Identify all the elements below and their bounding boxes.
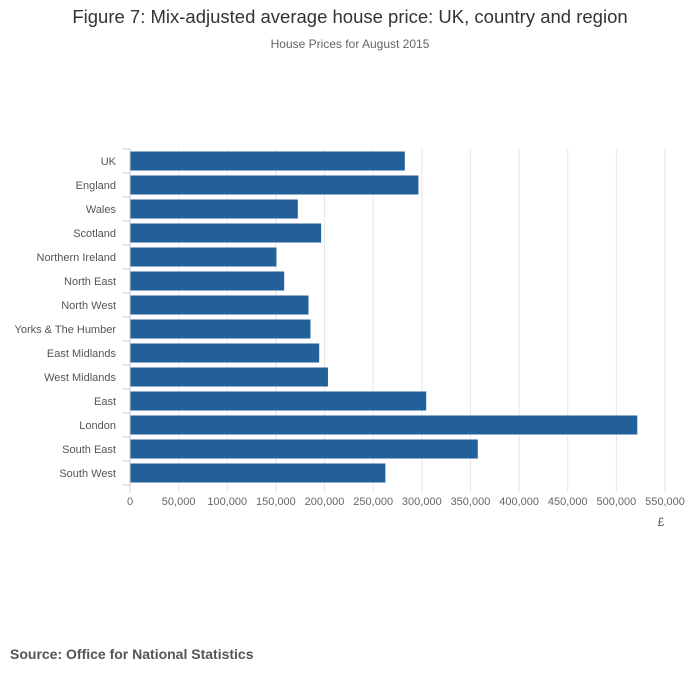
category-label: Yorks & The Humber [15, 324, 117, 336]
category-label: England [76, 180, 116, 192]
x-tick-label: 550,000 [645, 496, 685, 508]
category-label: Wales [86, 204, 117, 216]
category-label: North East [64, 276, 116, 288]
category-label: North West [61, 300, 116, 312]
category-label: West Midlands [44, 372, 116, 384]
x-tick-labels: 0 50,000 100,000 150,000 200,000 250,000 300,0… [127, 496, 685, 508]
category-label: Northern Ireland [37, 252, 117, 264]
bar [130, 223, 322, 243]
x-tick-label: 400,000 [499, 496, 539, 508]
bar [130, 439, 478, 459]
source-note: Source: Office for National Statistics [10, 646, 254, 662]
x-tick-label: 500,000 [596, 496, 636, 508]
x-tick-label: 150,000 [256, 496, 296, 508]
bar [130, 343, 320, 363]
bar [130, 367, 328, 387]
x-axis-label: £ [658, 515, 665, 529]
category-label: South West [59, 468, 116, 480]
bar [130, 295, 309, 315]
category-label: Scotland [73, 228, 116, 240]
bar [130, 199, 298, 219]
bar [130, 415, 638, 435]
chart-subtitle: House Prices for August 2015 [270, 37, 430, 51]
x-tick-label: 100,000 [207, 496, 247, 508]
x-tick-label: 200,000 [305, 496, 345, 508]
bar [130, 391, 427, 411]
category-label: London [79, 420, 116, 432]
x-tick-label: 250,000 [353, 496, 393, 508]
x-tick-label: 300,000 [402, 496, 442, 508]
bar [130, 319, 311, 339]
bar [130, 151, 405, 171]
bar [130, 247, 277, 267]
category-label: East [94, 396, 116, 408]
category-label: South East [62, 444, 116, 456]
x-tick-label: 450,000 [548, 496, 588, 508]
x-tick-label: 50,000 [162, 496, 196, 508]
category-label: East Midlands [47, 348, 117, 360]
category-labels: UK England Wales Scotland Northern Ireland No… [15, 156, 117, 480]
chart-title: Figure 7: Mix-adjusted average house pri… [72, 6, 628, 27]
bar [130, 463, 386, 483]
bar [130, 175, 419, 195]
x-tick-label: 0 [127, 496, 133, 508]
x-tick-label: 350,000 [451, 496, 491, 508]
bars [130, 151, 638, 483]
bar [130, 271, 285, 291]
category-label: UK [101, 156, 117, 168]
